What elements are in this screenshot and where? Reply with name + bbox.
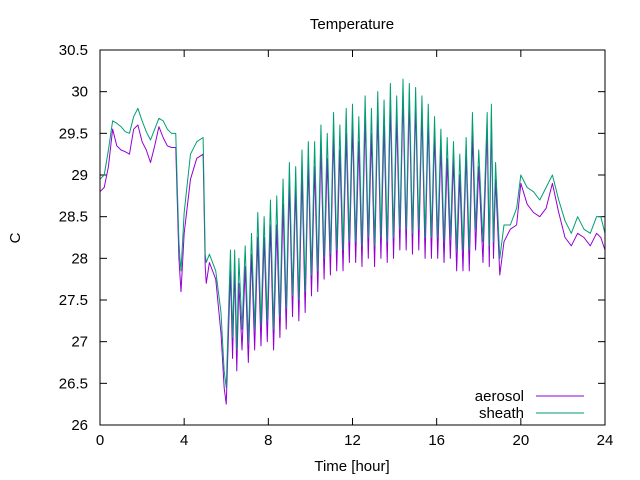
x-tick-label: 12	[344, 432, 361, 449]
legend-label-sheath: sheath	[479, 405, 524, 422]
y-tick-label: 27.5	[59, 292, 88, 309]
y-tick-label: 28	[71, 250, 88, 267]
y-tick-label: 28.5	[59, 209, 88, 226]
x-tick-label: 24	[597, 432, 614, 449]
x-tick-label: 16	[428, 432, 445, 449]
y-tick-label: 27	[71, 334, 88, 351]
series-line-aerosol	[99, 95, 606, 405]
chart-title: Temperature	[310, 16, 394, 33]
y-tick-label: 26.5	[59, 375, 88, 392]
series-line-sheath	[99, 78, 606, 388]
y-tick-label: 30	[71, 84, 88, 101]
y-tick-label: 29	[71, 167, 88, 184]
y-tick-label: 29.5	[59, 125, 88, 142]
y-axis-label: C	[7, 232, 24, 243]
x-axis-label: Time [hour]	[314, 458, 389, 475]
x-tick-label: 0	[96, 432, 104, 449]
series-layer	[99, 78, 606, 405]
x-tick-label: 4	[180, 432, 188, 449]
x-tick-label: 20	[512, 432, 529, 449]
y-tick-label: 26	[71, 417, 88, 434]
x-tick-label: 8	[264, 432, 272, 449]
plot-frame	[99, 49, 606, 426]
y-tick-label: 30.5	[59, 42, 88, 59]
legend-label-aerosol: aerosol	[475, 388, 524, 405]
